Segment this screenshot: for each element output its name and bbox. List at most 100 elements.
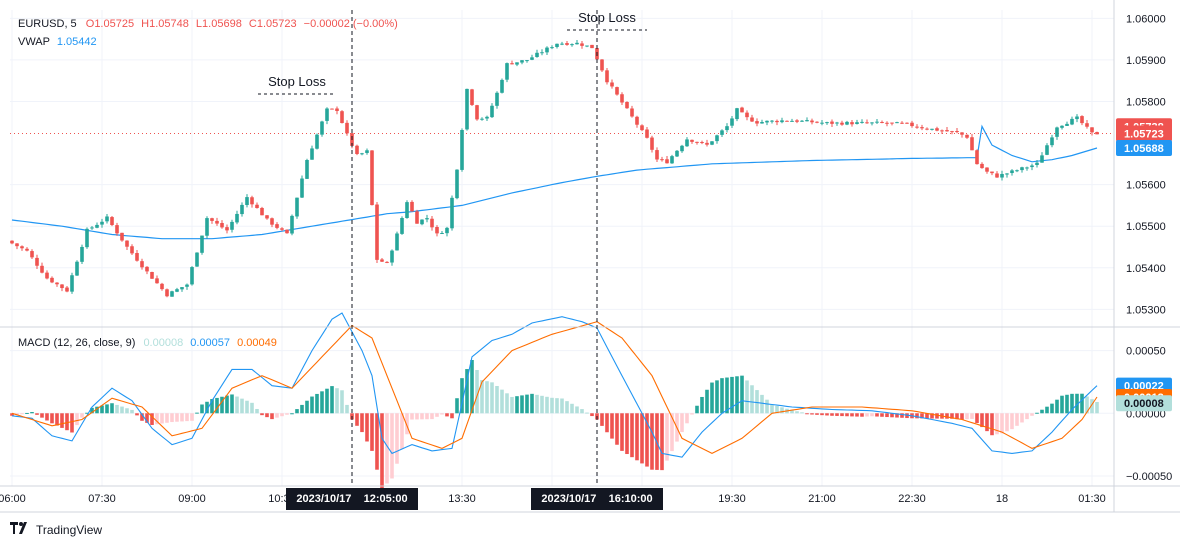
macd-hist-bar xyxy=(485,381,489,414)
candle-body xyxy=(405,202,409,218)
candle-body xyxy=(985,167,989,172)
macd-hist-bar xyxy=(240,398,244,414)
macd-hist-bar xyxy=(560,398,564,414)
candle-body xyxy=(835,122,839,124)
candle-body xyxy=(965,134,969,138)
h-value: 1.05748 xyxy=(149,18,189,30)
candle-body xyxy=(1085,123,1089,127)
macd-hist-bar xyxy=(665,413,669,461)
candle-body xyxy=(200,235,204,253)
candle-body xyxy=(460,129,464,170)
macd-hist-bar xyxy=(175,413,179,422)
macd-hist-bar xyxy=(620,413,624,451)
macd-hist-bar xyxy=(635,413,639,461)
candle-body xyxy=(695,141,699,143)
macd-hist-bar xyxy=(185,413,189,422)
candle-body xyxy=(100,221,104,225)
macd-hist-bar xyxy=(875,413,879,417)
candle-body xyxy=(615,87,619,95)
macd-hist-bar xyxy=(10,413,14,416)
price-tick-label: 1.05500 xyxy=(1126,221,1166,233)
candle-body xyxy=(860,121,864,123)
macd-hist-value: 0.00008 xyxy=(143,337,184,349)
candle-body xyxy=(960,132,964,135)
macd-badge xyxy=(1116,395,1172,412)
macd-hist-bar xyxy=(630,413,634,458)
macd-hist-bar xyxy=(105,404,109,414)
candle-body xyxy=(1035,162,1039,165)
macd-label[interactable]: MACD (12, 26, close, 9) xyxy=(18,337,136,349)
candle-body xyxy=(240,204,244,215)
macd-hist-bar xyxy=(1025,413,1029,420)
macd-hist-bar xyxy=(450,413,454,419)
candle-body xyxy=(610,82,614,87)
candle-body xyxy=(260,207,264,216)
macd-hist-bar xyxy=(505,393,509,414)
o-label: O xyxy=(85,18,95,30)
macd-hist-bar xyxy=(610,413,614,439)
candle-body xyxy=(525,60,529,62)
macd-hist-bar xyxy=(670,413,674,452)
vwap-label[interactable]: VWAP xyxy=(18,36,50,48)
macd-hist-bar xyxy=(80,413,84,418)
macd-hist-bar xyxy=(440,413,444,415)
candle-body xyxy=(715,135,719,142)
candle-body xyxy=(710,141,714,145)
macd-hist-bar xyxy=(15,413,19,415)
candle-body xyxy=(475,105,479,120)
macd-hist-bar xyxy=(465,369,469,414)
candle-body xyxy=(1090,127,1094,133)
candle-body xyxy=(410,201,414,212)
candles[interactable] xyxy=(10,40,1099,298)
candle-body xyxy=(115,225,119,234)
candle-body xyxy=(655,150,659,160)
candle-body xyxy=(375,204,379,260)
candle-body xyxy=(665,159,669,164)
stop-loss-label-2: Stop Loss xyxy=(578,10,636,25)
macd-hist-bar xyxy=(1080,393,1084,414)
candle-body xyxy=(785,120,789,122)
tradingview-logo[interactable]: TradingView xyxy=(10,522,102,537)
macd-hist-bar xyxy=(705,389,709,414)
symbol-label[interactable]: EURUSD, 5 xyxy=(18,18,77,30)
candle-body xyxy=(575,42,579,45)
candle-body xyxy=(250,197,254,205)
macd-lines xyxy=(11,312,1098,458)
candle-body xyxy=(365,150,369,153)
macd-hist-bar xyxy=(45,413,49,421)
candle-body xyxy=(345,122,349,134)
macd-hist-bar xyxy=(205,401,209,414)
macd-hist-bar xyxy=(330,386,334,414)
candle-body xyxy=(210,218,214,221)
candle-body xyxy=(540,52,544,54)
candle-body xyxy=(1020,167,1024,171)
macd-hist-bar xyxy=(890,413,894,418)
macd-hist-bar xyxy=(640,413,644,464)
macd-hist-bar xyxy=(680,413,684,433)
price-tick-label: 1.05300 xyxy=(1126,304,1166,316)
candle-body xyxy=(145,266,149,272)
candle-body xyxy=(75,261,79,276)
candle-body xyxy=(315,134,319,149)
candle-body xyxy=(335,108,339,112)
macd-hist-bar xyxy=(420,413,424,420)
candle-body xyxy=(675,150,679,157)
candle-body xyxy=(245,197,249,205)
macd-hist-bar xyxy=(555,398,559,414)
macd-hist-bar xyxy=(225,395,229,414)
macd-hist-bar xyxy=(820,413,824,416)
macd-hist-bar xyxy=(35,413,39,415)
candle-body xyxy=(480,118,484,120)
macd-hist-bar xyxy=(155,413,159,425)
candle-body xyxy=(605,70,609,83)
macd-hist-bar xyxy=(885,413,889,418)
candle-body xyxy=(845,121,849,125)
macd-hist-bar xyxy=(765,399,769,414)
candle-body xyxy=(105,216,109,222)
macd-tick-label: 0.00050 xyxy=(1126,346,1166,358)
candle-body xyxy=(65,287,69,292)
candle-body xyxy=(705,142,709,145)
macd-hist-bar xyxy=(775,405,779,414)
